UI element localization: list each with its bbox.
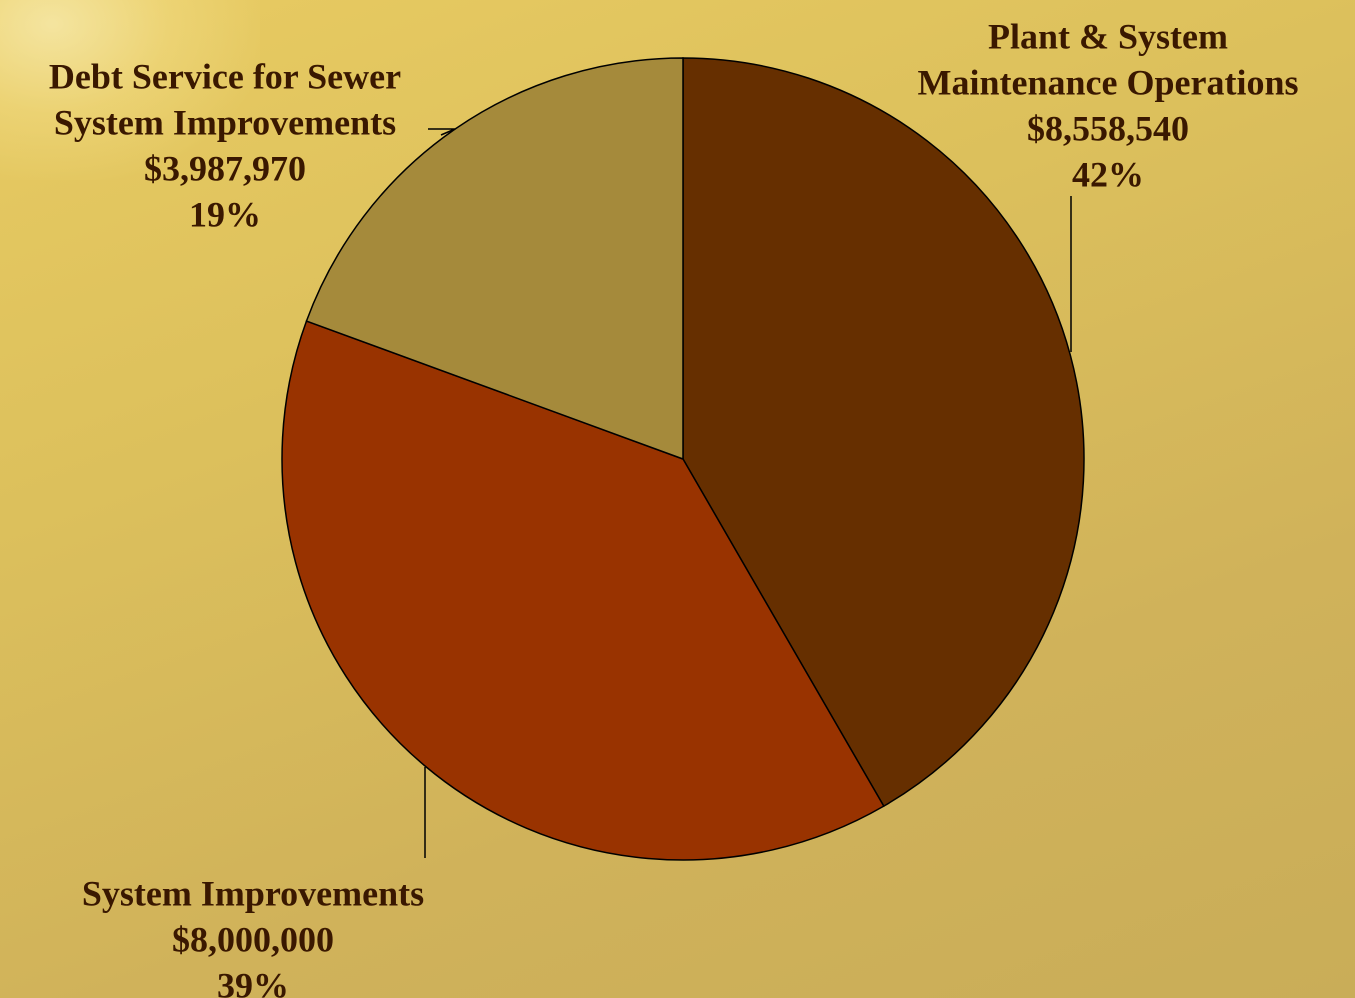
- slice-labels: Plant & System Maintenance Operations $8,5…: [49, 16, 1299, 998]
- slice-value: $3,987,970: [144, 148, 306, 188]
- slice-label-debt-service-for-sewer-system-improvements: Debt Service for Sewer System Improvement…: [49, 56, 401, 234]
- slice-name-line: Plant & System: [988, 16, 1228, 56]
- leader-lines: [424, 128, 1072, 858]
- slice-percent: 42%: [1072, 154, 1144, 194]
- leader-line-debt-service-for-sewer-system-improvements: [428, 128, 456, 136]
- pie-slices: [281, 57, 1085, 861]
- slice-value: $8,000,000: [172, 919, 334, 959]
- slice-label-system-improvements: System Improvements $8,000,000 39%: [82, 873, 424, 998]
- slice-value: $8,558,540: [1027, 108, 1189, 148]
- slice-plant-and-system-maintenance-operations: [682, 57, 1085, 808]
- slice-label-plant-and-system-maintenance-operations: Plant & System Maintenance Operations $8,5…: [918, 16, 1299, 194]
- slice-percent: 19%: [189, 194, 261, 234]
- slice-name-line: Maintenance Operations: [918, 62, 1299, 102]
- slice-percent: 39%: [217, 965, 289, 998]
- slice-name-line: System Improvements: [54, 102, 396, 142]
- slice-name-line: Debt Service for Sewer: [49, 56, 401, 96]
- slice-system-improvements: [281, 320, 885, 861]
- slice-name-line: System Improvements: [82, 873, 424, 913]
